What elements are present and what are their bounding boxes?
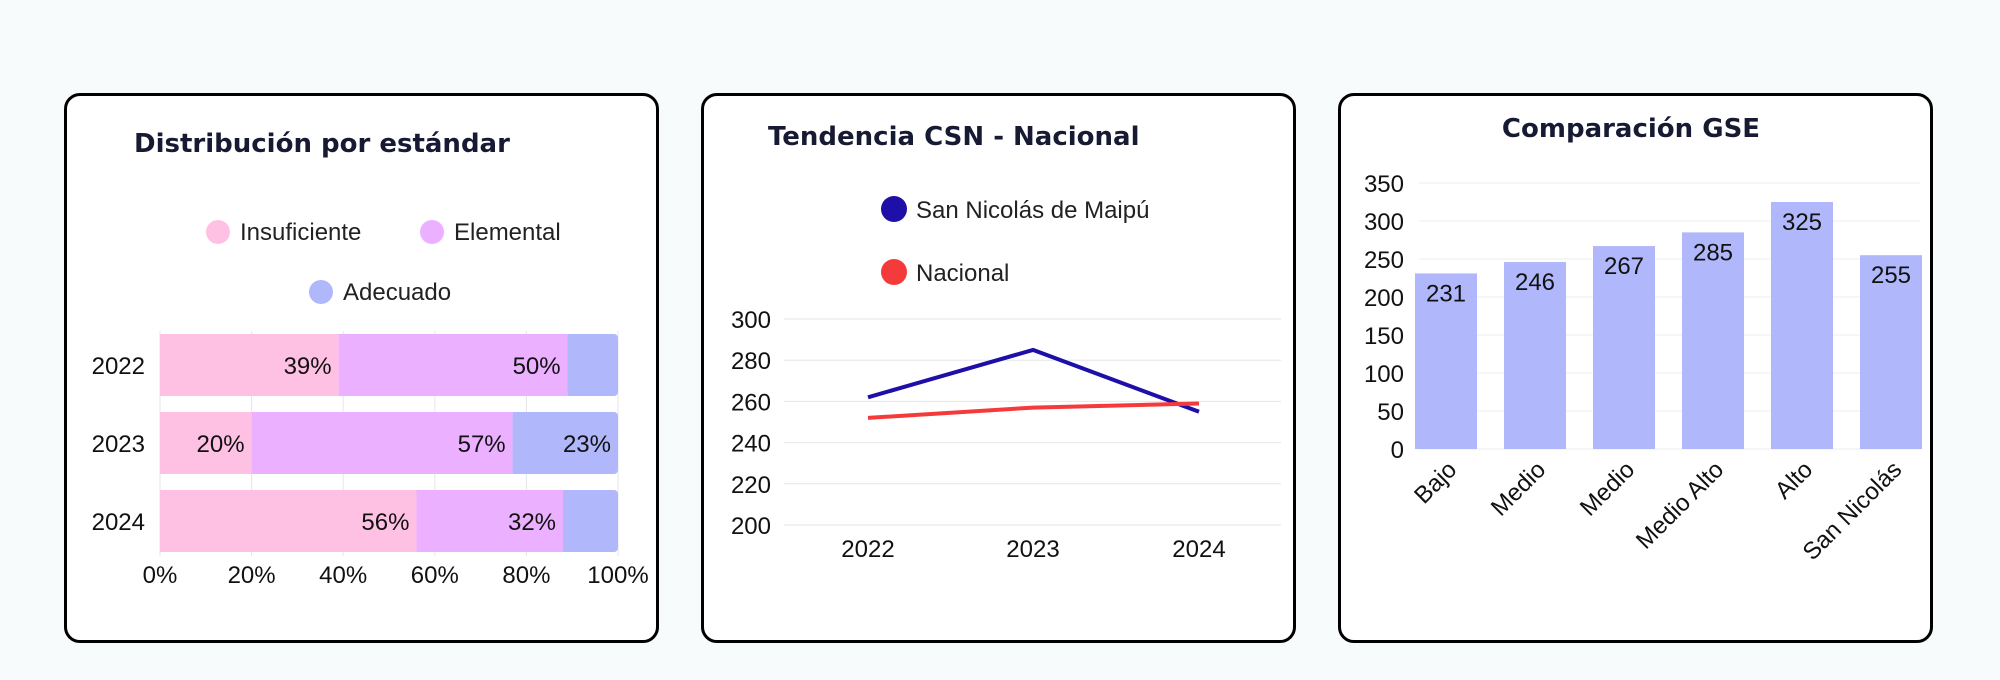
y-tick-label: 300 <box>731 307 771 334</box>
legend-label: San Nicolás de Maipú <box>916 197 1149 224</box>
bar-segment-elemental <box>338 334 568 396</box>
data-label: 23% <box>563 431 611 458</box>
y-tick-label: 260 <box>731 389 771 416</box>
x-tick-label: 80% <box>502 562 550 589</box>
x-tick-label: 2023 <box>1006 536 1059 563</box>
distribution-chart: Distribución por estándar Insuficiente El… <box>92 129 649 589</box>
data-label: 20% <box>197 431 245 458</box>
x-tick-label: Medio <box>1486 456 1551 521</box>
bar-segment-elemental <box>251 412 513 474</box>
bar-segment-insuficiente <box>160 334 339 396</box>
data-label: 56% <box>361 509 409 536</box>
x-tick-label: 20% <box>228 562 276 589</box>
gse-title: Comparación GSE <box>1502 114 1760 144</box>
bar <box>1682 232 1744 449</box>
x-tick-label: 40% <box>319 562 367 589</box>
x-tick-label: Bajo <box>1409 456 1462 509</box>
x-tick-label: 0% <box>143 562 178 589</box>
legend-label-elemental: Elemental <box>454 219 561 246</box>
legend-label: Nacional <box>916 260 1009 287</box>
legend-marker-insuficiente <box>206 220 230 244</box>
x-tick-label: Alto <box>1770 456 1818 504</box>
legend-marker <box>881 259 907 285</box>
x-tick-label: 60% <box>411 562 459 589</box>
y-category-label: 2022 <box>92 353 145 380</box>
data-label: 57% <box>458 431 506 458</box>
bar-segment-adecuado <box>567 334 574 396</box>
x-tick-label: Medio <box>1575 456 1640 521</box>
y-tick-label: 300 <box>1364 209 1404 236</box>
gse-chart: Comparación GSE 0 50 100 150 200 250 300 350 231… <box>1364 114 1922 566</box>
trend-card: Tendencia CSN - Nacional San Nicolás de … <box>701 93 1296 643</box>
bar <box>1593 246 1655 449</box>
trend-chart: Tendencia CSN - Nacional San Nicolás de … <box>731 122 1281 563</box>
bar-segment-adecuado <box>563 490 570 552</box>
data-label: 246 <box>1515 269 1555 296</box>
x-tick-label: Medio Alto <box>1631 456 1729 554</box>
y-category-label: 2023 <box>92 431 145 458</box>
legend-marker-elemental <box>420 220 444 244</box>
data-label: 50% <box>513 353 561 380</box>
x-tick-label: 2024 <box>1172 536 1225 563</box>
bar <box>1771 202 1833 449</box>
y-tick-label: 240 <box>731 431 771 458</box>
legend-marker <box>881 196 907 222</box>
y-tick-label: 100 <box>1364 361 1404 388</box>
y-category-label: 2024 <box>92 509 145 536</box>
bar-segment-adecuado <box>512 412 519 474</box>
y-tick-label: 200 <box>731 513 771 540</box>
y-tick-label: 50 <box>1377 399 1404 426</box>
x-tick-label: 2022 <box>841 536 894 563</box>
bar-segment-adecuado <box>512 412 618 474</box>
bar-segment-elemental <box>416 490 564 552</box>
y-tick-label: 200 <box>1364 285 1404 312</box>
series-line <box>867 347 1200 414</box>
y-tick-label: 350 <box>1364 171 1404 198</box>
data-label: 32% <box>508 509 556 536</box>
data-label: 255 <box>1871 262 1911 289</box>
y-tick-label: 150 <box>1364 323 1404 350</box>
y-tick-label: 220 <box>731 472 771 499</box>
y-tick-label: 280 <box>731 348 771 375</box>
gse-card: Comparación GSE 0 50 100 150 200 250 300 350 231… <box>1338 93 1933 643</box>
data-label: 267 <box>1604 253 1644 280</box>
bar-segment-adecuado <box>563 490 618 552</box>
bar-segment-insuficiente <box>160 412 252 474</box>
data-label: 285 <box>1693 239 1733 266</box>
y-tick-label: 0 <box>1391 437 1404 464</box>
bar <box>1415 273 1477 449</box>
distribution-card: Distribución por estándar Insuficiente El… <box>64 93 659 643</box>
legend-marker-adecuado <box>309 280 333 304</box>
series-line <box>867 401 1200 420</box>
bar <box>1504 262 1566 449</box>
y-tick-label: 250 <box>1364 247 1404 274</box>
data-label: 325 <box>1782 209 1822 236</box>
trend-title: Tendencia CSN - Nacional <box>768 122 1140 152</box>
distribution-title: Distribución por estándar <box>134 129 510 159</box>
legend-label-insuficiente: Insuficiente <box>240 219 361 246</box>
bar-segment-adecuado <box>567 334 618 396</box>
x-tick-label: 100% <box>587 562 648 589</box>
data-label: 231 <box>1426 280 1466 307</box>
bar <box>1860 255 1922 449</box>
data-label: 39% <box>284 353 332 380</box>
legend-label-adecuado: Adecuado <box>343 279 451 306</box>
bar-segment-insuficiente <box>160 490 417 552</box>
